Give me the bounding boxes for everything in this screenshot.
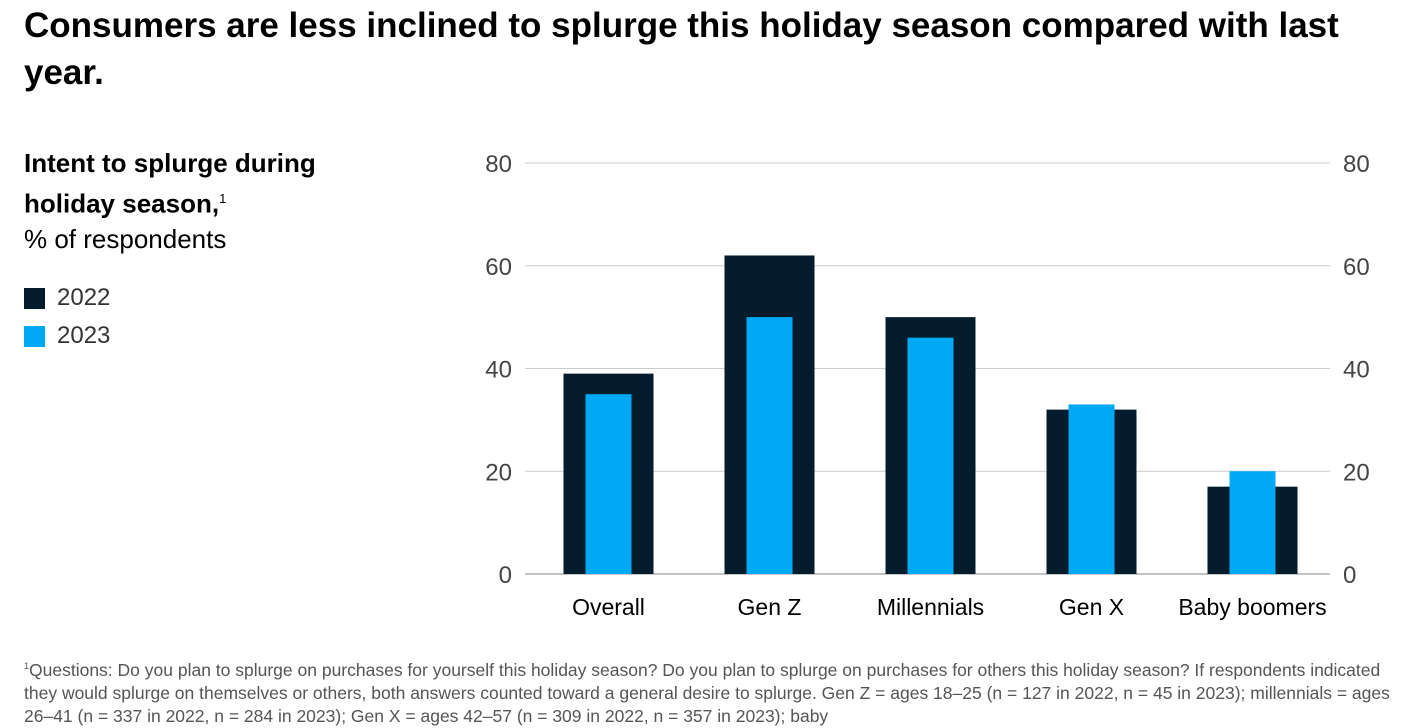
footnote-text: Questions: Do you plan to splurge on pur… xyxy=(24,659,1390,726)
bar-2023-overall xyxy=(585,394,632,574)
bar-2023-gen-z xyxy=(746,317,793,574)
legend-label-2023: 2023 xyxy=(57,322,111,349)
legend-item-2022: 2022 xyxy=(24,284,110,312)
y-tick-label-left: 80 xyxy=(485,151,512,178)
footnote-marker: 1 xyxy=(24,661,30,671)
legend-swatch-2022 xyxy=(24,287,45,309)
bar-2023-gen-x xyxy=(1068,404,1115,574)
legend-item-2023: 2023 xyxy=(24,322,110,350)
unit-label: % of respondents xyxy=(24,223,227,254)
y-tick-label-right: 80 xyxy=(1343,151,1370,178)
x-category-label: Baby boomers xyxy=(1178,594,1326,620)
x-category-label: Gen X xyxy=(1059,594,1124,620)
y-tick-label-left: 0 xyxy=(499,562,512,589)
y-tick-label-right: 20 xyxy=(1343,459,1370,486)
bar-2023-millennials xyxy=(907,337,954,574)
legend-label-2022: 2022 xyxy=(57,284,111,311)
y-tick-label-right: 40 xyxy=(1343,357,1370,384)
x-category-label: Gen Z xyxy=(738,594,802,620)
footnote: 1Questions: Do you plan to splurge on pu… xyxy=(24,655,1409,728)
y-tick-label-left: 40 xyxy=(485,357,512,384)
footnote-ref: 1 xyxy=(219,191,227,206)
x-category-label: Overall xyxy=(572,594,645,620)
legend-swatch-2023 xyxy=(24,325,45,347)
chart-title: Consumers are less inclined to splurge t… xyxy=(24,6,1339,92)
y-tick-label-right: 60 xyxy=(1343,254,1370,281)
y-tick-label-left: 20 xyxy=(485,459,512,486)
x-category-label: Millennials xyxy=(877,594,984,620)
subtitle-label: Intent to splurge during holiday season, xyxy=(24,148,316,219)
bar-chart: 0 0 20 20 40 40 60 60 80 80 Overall Gen Z Millennial… xyxy=(485,151,1370,620)
chart-subtitle: Intent to splurge during holiday season,… xyxy=(24,146,354,257)
y-tick-label-right: 0 xyxy=(1343,562,1356,589)
bar-2023-baby-boomers xyxy=(1229,471,1276,574)
y-tick-label-left: 60 xyxy=(485,254,512,281)
